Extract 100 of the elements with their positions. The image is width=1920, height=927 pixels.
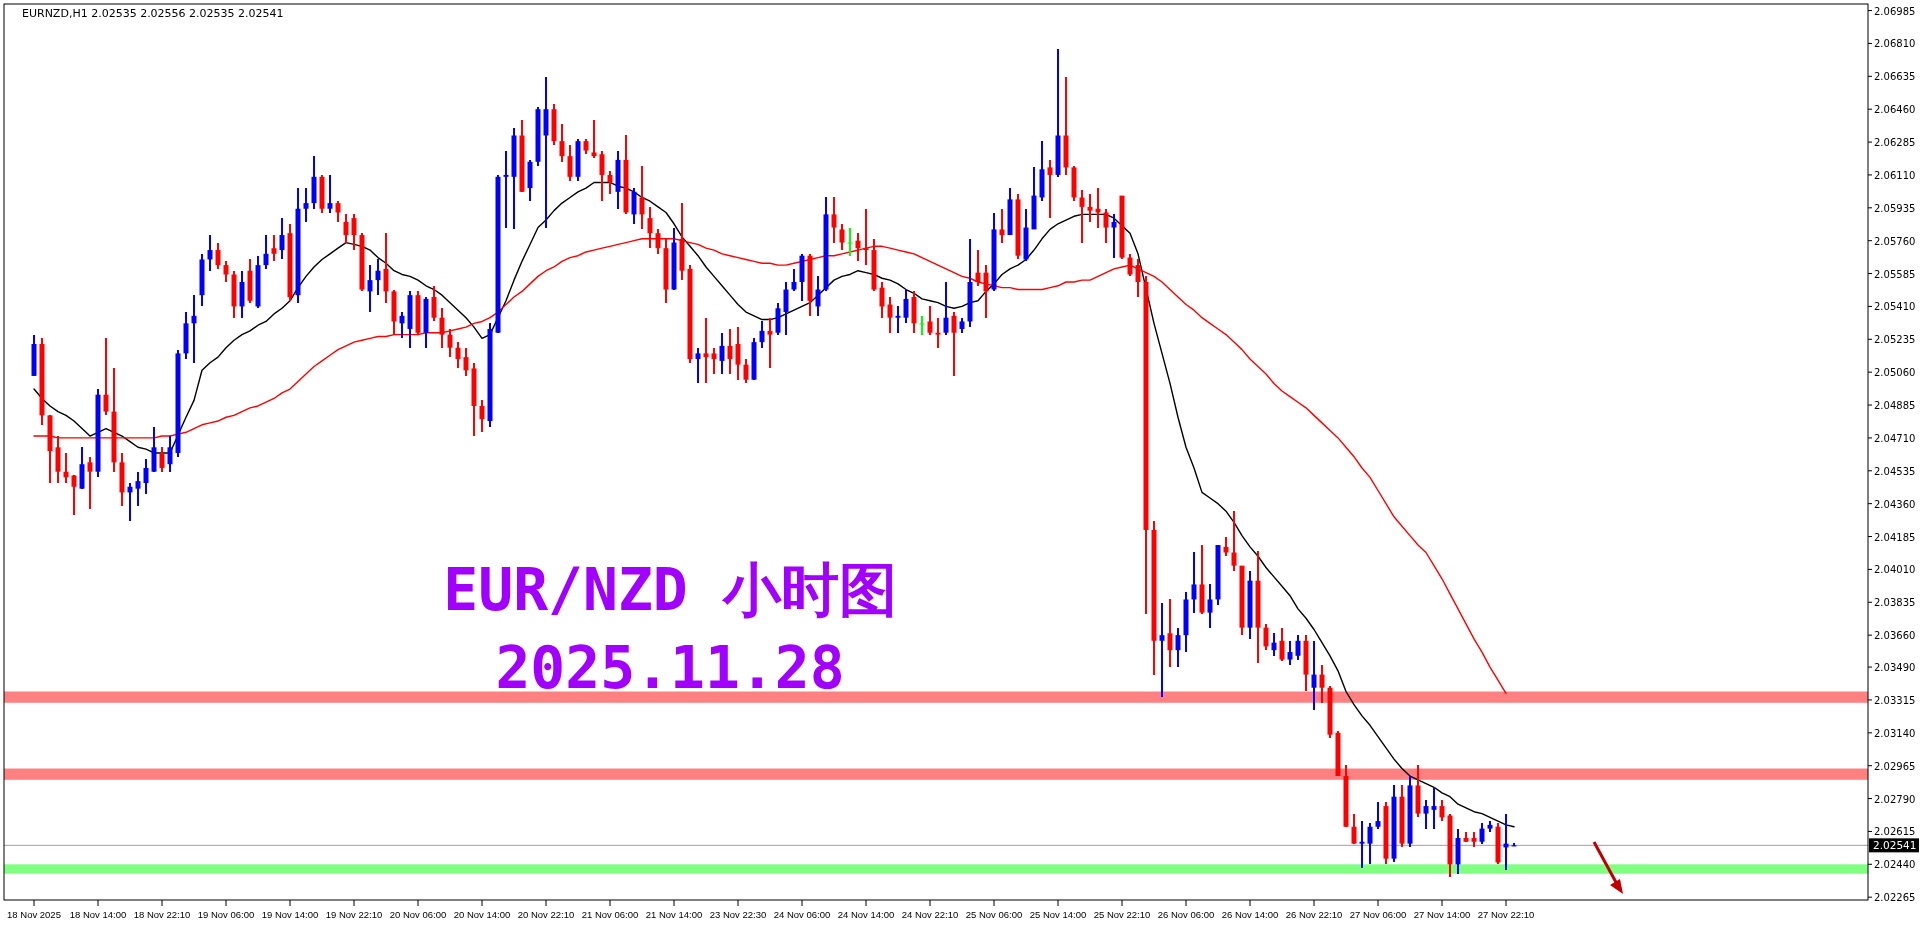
y-tick-label: 2.04185 [1874, 531, 1916, 543]
y-tick-label: 2.06285 [1874, 137, 1916, 149]
candlestick [927, 305, 933, 336]
x-tick-label: 20 Nov 06:00 [389, 909, 447, 920]
y-tick-label: 2.06985 [1874, 5, 1916, 17]
candlestick [335, 200, 341, 223]
candlestick [303, 187, 309, 223]
candlestick [719, 331, 725, 376]
candlestick [1295, 634, 1301, 661]
y-tick-label: 2.05410 [1874, 301, 1916, 313]
candlestick [975, 249, 981, 287]
y-tick-label: 2.02265 [1874, 892, 1916, 904]
candlestick [1319, 664, 1325, 704]
candlestick [1375, 801, 1381, 830]
candlestick [1191, 551, 1197, 614]
y-tick-label: 2.05935 [1874, 202, 1916, 214]
candlestick [439, 307, 445, 349]
candlestick [999, 207, 1005, 244]
candlestick [1047, 158, 1053, 220]
candlestick [695, 346, 701, 385]
candlestick [503, 149, 509, 229]
candlestick [759, 320, 765, 349]
y-tick-label: 2.05760 [1874, 235, 1916, 247]
y-tick-label: 2.02615 [1874, 826, 1916, 838]
candlestick [1479, 821, 1485, 845]
candlestick [711, 346, 717, 376]
candlestick [207, 234, 213, 272]
candlestick [1311, 639, 1317, 712]
candlestick [399, 311, 405, 340]
candlestick [567, 143, 573, 182]
candlestick [839, 222, 845, 252]
y-tick-label: 2.06810 [1874, 38, 1916, 50]
x-tick-label: 18 Nov 2025 [7, 909, 61, 920]
x-tick-label: 19 Nov 14:00 [261, 909, 319, 920]
y-tick-label: 2.03660 [1874, 630, 1916, 642]
x-tick-label: 19 Nov 22:10 [325, 909, 383, 920]
candlestick [1351, 812, 1357, 845]
x-tick-label: 27 Nov 22:10 [1477, 909, 1535, 920]
candlestick [1439, 799, 1445, 823]
x-tick-label: 26 Nov 22:10 [1285, 909, 1343, 920]
candlestick [1279, 626, 1285, 663]
y-tick-label: 2.06460 [1874, 104, 1916, 116]
candlestick [607, 170, 613, 195]
x-tick-label: 24 Nov 22:10 [901, 909, 959, 920]
candlestick [431, 284, 437, 323]
candlestick [279, 217, 285, 261]
x-tick-label: 18 Nov 14:00 [69, 909, 127, 920]
x-tick-label: 21 Nov 14:00 [645, 909, 703, 920]
candlestick [215, 241, 221, 270]
candlestick [1111, 213, 1117, 259]
candlestick [223, 260, 229, 283]
candlestick [1271, 632, 1277, 657]
x-tick-label: 27 Nov 06:00 [1349, 909, 1407, 920]
candlestick [1359, 820, 1365, 870]
y-tick-label: 2.04710 [1874, 432, 1916, 444]
x-tick-label: 26 Nov 06:00 [1157, 909, 1215, 920]
candlestick [919, 314, 925, 336]
x-tick-label: 25 Nov 06:00 [965, 909, 1023, 920]
candlestick [463, 346, 469, 377]
x-tick-label: 20 Nov 22:10 [517, 909, 575, 920]
candlestick [1263, 622, 1269, 652]
candlestick [767, 316, 773, 370]
candlestick [343, 213, 349, 244]
candlestick [71, 474, 77, 516]
y-tick-label: 2.02965 [1874, 760, 1916, 772]
candlestick [1159, 602, 1165, 699]
x-tick-label: 18 Nov 22:10 [133, 909, 191, 920]
candlestick [943, 281, 949, 336]
candlestick [791, 267, 797, 293]
candlestick [847, 226, 853, 257]
candlestick [895, 305, 901, 334]
candlestick [1367, 821, 1373, 866]
candlestick [935, 316, 941, 349]
candlestick [903, 288, 909, 325]
y-tick-label: 2.03315 [1874, 694, 1916, 706]
y-tick-label: 2.04885 [1874, 400, 1916, 412]
candlestick [1431, 786, 1437, 830]
candlestick [887, 296, 893, 334]
y-tick-label: 2.03490 [1874, 662, 1916, 674]
y-tick-label: 2.04010 [1874, 564, 1916, 576]
candlestick [367, 264, 373, 314]
candlestick [1087, 192, 1093, 223]
candlestick [1231, 510, 1237, 573]
y-tick-label: 2.04535 [1874, 465, 1916, 477]
y-tick-label: 2.03835 [1874, 597, 1916, 609]
candlestick [103, 337, 109, 417]
x-tick-label: 24 Nov 06:00 [773, 909, 831, 920]
candlestick [1127, 252, 1133, 278]
text: EUR/NZD 小时图 [443, 556, 897, 624]
candlestick [1103, 207, 1109, 244]
candlestick [783, 281, 789, 336]
candlestick [1095, 187, 1101, 229]
x-tick-label: 21 Nov 06:00 [581, 909, 639, 920]
y-tick-label: 2.06635 [1874, 71, 1916, 83]
x-tick-label: 26 Nov 14:00 [1221, 909, 1279, 920]
candlestick [1167, 598, 1173, 669]
x-tick-label: 20 Nov 14:00 [453, 909, 511, 920]
candlestick [87, 455, 93, 511]
candlestick [263, 234, 269, 270]
x-tick-label: 25 Nov 22:10 [1093, 909, 1151, 920]
